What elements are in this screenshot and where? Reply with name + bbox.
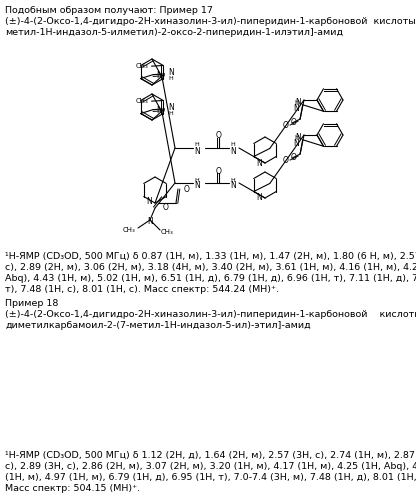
Text: H: H	[294, 100, 299, 105]
Text: N: N	[168, 68, 174, 77]
Text: N: N	[156, 71, 162, 80]
Text: (±)-4-(2-Оксо-1,4-дигидро-2H-хиназолин-3-ил)-пиперидин-1-карбоновой  кислоты   [: (±)-4-(2-Оксо-1,4-дигидро-2H-хиназолин-3…	[5, 17, 416, 26]
Text: (±)-4-(2-Оксо-1,4-дигидро-2H-хиназолин-3-ил)-пиперидин-1-карбоновой    кислоты  : (±)-4-(2-Оксо-1,4-дигидро-2H-хиназолин-3…	[5, 310, 416, 319]
Text: N: N	[256, 194, 262, 203]
Text: Abq), 4.43 (1H, м), 5.02 (1H, м), 6.51 (1H, д), 6.79 (1H, д), 6.96 (1H, т), 7.11: Abq), 4.43 (1H, м), 5.02 (1H, м), 6.51 (…	[5, 274, 416, 283]
Text: Масс спектр: 504.15 (МН)⁺.: Масс спектр: 504.15 (МН)⁺.	[5, 484, 140, 493]
Text: (1H, м), 4.97 (1H, м), 6.79 (1H, д), 6.95 (1H, т), 7.0-7.4 (3H, м), 7.48 (1H, д): (1H, м), 4.97 (1H, м), 6.79 (1H, д), 6.9…	[5, 473, 416, 482]
Text: N: N	[194, 182, 200, 191]
Text: ¹H-ЯМР (CD₃OD, 500 МГц) δ 0.87 (1H, м), 1.33 (1H, м), 1.47 (2H, м), 1.80 (6 H, м: ¹H-ЯМР (CD₃OD, 500 МГц) δ 0.87 (1H, м), …	[5, 252, 416, 261]
Text: H: H	[230, 178, 235, 183]
Text: N: N	[147, 217, 153, 226]
Text: N: N	[156, 106, 162, 115]
Text: CH₃: CH₃	[136, 63, 149, 69]
Text: O: O	[282, 156, 288, 165]
Text: H: H	[230, 143, 235, 148]
Text: CH₃: CH₃	[161, 229, 174, 235]
Text: диметилкарбамоил-2-(7-метил-1H-индазол-5-ил)-этил]-амид: диметилкарбамоил-2-(7-метил-1H-индазол-5…	[5, 321, 311, 330]
Text: H: H	[194, 143, 199, 148]
Text: N: N	[293, 104, 299, 113]
Text: O: O	[290, 118, 296, 127]
Text: N: N	[256, 159, 262, 168]
Text: N: N	[168, 103, 174, 112]
Text: N: N	[146, 197, 152, 206]
Text: т), 7.48 (1H, с), 8.01 (1H, с). Масс спектр: 544.24 (МН)⁺.: т), 7.48 (1H, с), 8.01 (1H, с). Масс спе…	[5, 285, 279, 294]
Text: CH₃: CH₃	[122, 227, 135, 233]
Text: H: H	[168, 111, 173, 116]
Text: ¹H-ЯМР (CD₃OD, 500 МГц) δ 1.12 (2H, д), 1.64 (2H, м), 2.57 (3H, с), 2.74 (1H, м): ¹H-ЯМР (CD₃OD, 500 МГц) δ 1.12 (2H, д), …	[5, 451, 416, 460]
Text: N: N	[194, 147, 200, 156]
Text: H: H	[294, 135, 299, 140]
Text: O: O	[290, 153, 296, 162]
Text: N: N	[230, 147, 236, 156]
Text: N: N	[293, 139, 299, 148]
Text: с), 2.89 (3H, с), 2.86 (2H, м), 3.07 (2H, м), 3.20 (1H, м), 4.17 (1H, м), 4.25 (: с), 2.89 (3H, с), 2.86 (2H, м), 3.07 (2H…	[5, 462, 416, 471]
Text: O: O	[216, 132, 222, 141]
Text: метил-1H-индазол-5-илметил)-2-оксо-2-пиперидин-1-илэтил]-амид: метил-1H-индазол-5-илметил)-2-оксо-2-пип…	[5, 28, 343, 37]
Text: O: O	[282, 121, 288, 130]
Text: N: N	[295, 97, 301, 106]
Text: H: H	[194, 178, 199, 183]
Text: CH₃: CH₃	[136, 98, 149, 104]
Text: O: O	[184, 185, 190, 194]
Text: O: O	[163, 204, 169, 213]
Text: с), 2.89 (2H, м), 3.06 (2H, м), 3.18 (4H, м), 3.40 (2H, м), 3.61 (1H, м), 4.16 (: с), 2.89 (2H, м), 3.06 (2H, м), 3.18 (4H…	[5, 263, 416, 272]
Text: O: O	[216, 167, 222, 176]
Text: N: N	[295, 133, 301, 142]
Text: Подобным образом получают: Пример 17: Подобным образом получают: Пример 17	[5, 6, 213, 15]
Text: Пример 18: Пример 18	[5, 299, 58, 308]
Text: N: N	[230, 182, 236, 191]
Text: H: H	[168, 76, 173, 81]
